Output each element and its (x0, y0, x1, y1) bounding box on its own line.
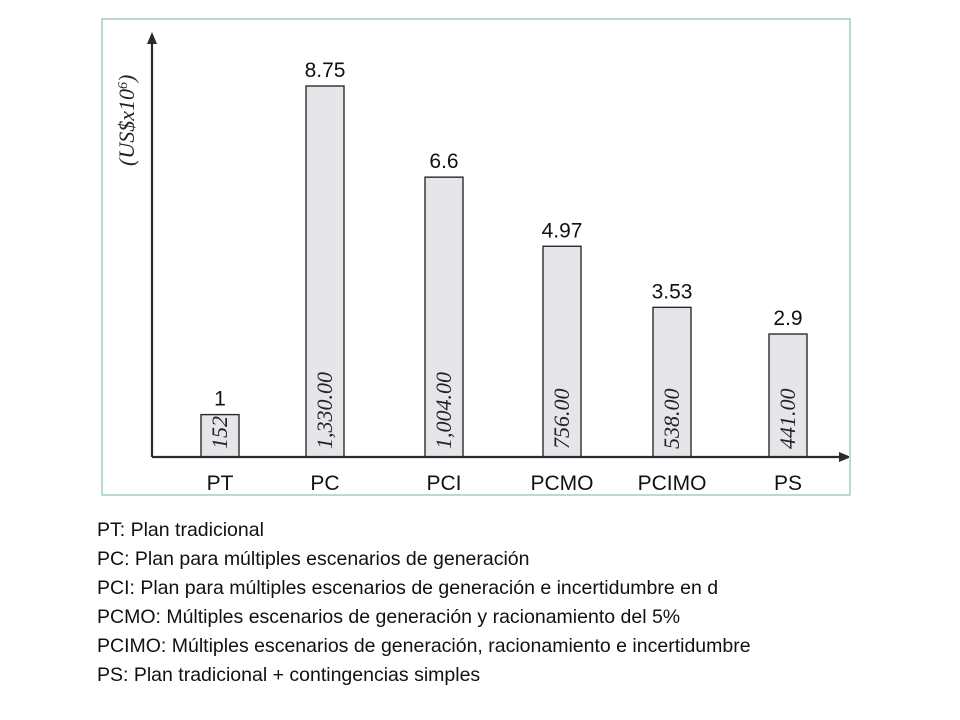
bar-value-label: 8.75 (305, 59, 346, 82)
legend-item: PCMO: Múltiples escenarios de generación… (97, 606, 681, 628)
y-axis-label: (US$x106) (114, 75, 139, 166)
bar-chart: (US$x106) 1 PT 152 8.75 PC 1,330.00 6.6 PCI 1,00… (114, 32, 849, 494)
category-label: PCI (426, 472, 461, 494)
x-axis-arrow (839, 452, 849, 462)
category-label: PC (310, 472, 339, 494)
category-label: PCMO (531, 472, 594, 494)
bar-inner-label: 756.00 (549, 389, 574, 450)
bar-inner-label: 152 (207, 416, 232, 449)
bar (200, 413, 240, 458)
bar-value-label: 4.97 (542, 219, 583, 242)
y-axis-title: (US$x106) (114, 75, 139, 166)
bar-value-label: 3.53 (652, 280, 693, 303)
bar-value-label: 6.6 (429, 150, 458, 173)
category-label: PS (774, 472, 802, 494)
y-axis-arrow (147, 32, 157, 44)
bar-value-label: 2.9 (773, 307, 802, 330)
bar-inner-label: 441.00 (775, 389, 800, 450)
bar (542, 245, 582, 458)
axes (147, 32, 849, 462)
chart-frame: (US$x106) 1 PT 152 8.75 PC 1,330.00 6.6 PCI 1,00… (101, 18, 851, 496)
legend-item: PC: Plan para múltiples escenarios de ge… (97, 548, 530, 570)
legend: PT: Plan tradicional PC: Plan para múlti… (97, 516, 917, 690)
bar (768, 333, 808, 458)
legend-item: PS: Plan tradicional + contingencias sim… (97, 664, 481, 686)
bar-inner-label: 538.00 (659, 389, 684, 450)
category-label: PT (207, 472, 234, 494)
legend-item: PCIMO: Múltiples escenarios de generació… (97, 635, 751, 657)
bar-inner-label: 1,004.00 (431, 372, 456, 449)
bar-inner-label: 1,330.00 (312, 372, 337, 449)
legend-item: PCI: Plan para múltiples escenarios de g… (97, 577, 719, 599)
bar (424, 176, 464, 458)
category-label: PCIMO (638, 472, 707, 494)
legend-item: PT: Plan tradicional (97, 519, 264, 541)
bars-group: 1 PT 152 8.75 PC 1,330.00 6.6 PCI 1,004.00 4.97 PC… (200, 59, 808, 494)
bar-value-label: 1 (214, 388, 226, 411)
bar (305, 85, 345, 458)
